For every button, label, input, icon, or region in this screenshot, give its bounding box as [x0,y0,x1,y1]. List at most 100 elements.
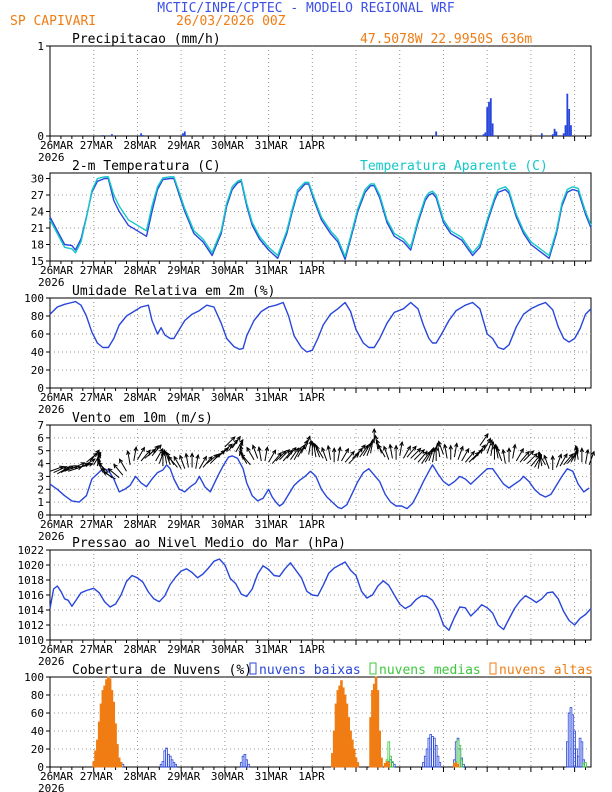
wind-vector [119,458,127,472]
wind-vector-head [435,442,441,448]
x-tick-label: 29MAR [167,770,200,783]
y-tick-label: 1018 [18,574,45,587]
wind-vector-head [166,451,171,457]
wind-vector [71,462,85,470]
wind-vector-head [529,450,535,456]
wind-vector-head [373,434,379,440]
cloud-bar-mid [458,745,462,768]
wind-vector-head [107,467,113,473]
wind-vector [355,444,366,457]
series-line-main [49,455,590,510]
y-tick-label: 1012 [18,619,45,632]
precip-bar [486,107,489,136]
station-coordinates: 47.5078W 22.9950S 636m [360,32,532,47]
wind-vector-head [285,448,291,454]
wind-vector [377,444,386,458]
x-tick-label: 1APR [298,643,325,656]
wind-vector-head [533,452,538,458]
legend-label: nuvens altas [499,663,593,678]
wind-vector-head [100,467,106,473]
wind-vector [164,451,171,466]
wind-vector [479,433,489,446]
wind-vector [271,452,282,464]
y-tick-label: 24 [31,206,45,219]
cloud-bar-high [119,762,123,768]
wind-vector [543,455,550,469]
cloud-bar-low [174,763,177,768]
wind-vector [519,451,530,463]
precip-bar [140,133,142,136]
precip-bar [484,132,487,136]
series-line-main [49,558,592,631]
wind-vector [264,447,268,462]
wind-vector-head [184,452,189,458]
cloud-bar-low [247,763,250,768]
wind-vector [151,444,162,457]
legend-label: nuvens baixas [259,663,361,678]
wind-vector [370,439,374,454]
wind-vector-head [173,455,178,461]
y-tick-label: 20 [31,364,44,377]
wind-vector-head [448,444,453,450]
x-tick-label: 27MAR [80,139,113,152]
wind-vector-head [239,450,244,456]
legend-swatch [489,662,497,675]
x-tick-label: 29MAR [167,643,200,656]
wind-vector-head [459,445,464,451]
wind-vector [79,463,93,468]
wind-vector [275,450,287,462]
wind-vector-head [372,427,377,433]
x-tick-label: 29MAR [167,518,200,531]
wind-vector [240,453,251,466]
wind-vector [252,445,259,459]
wind-vector [421,451,431,464]
wind-vector [133,447,137,462]
wind-vector-head [277,451,282,457]
wind-vector-head [239,444,244,450]
wind-vector [98,454,102,469]
x-tick-label: 28MAR [123,518,156,531]
wind-vector [410,448,421,459]
wind-vector [202,456,213,468]
wind-vector-head [331,447,337,453]
wind-vector-head [519,447,524,453]
wind-vector-head [239,440,244,447]
x-tick-label: 26MAR [40,264,73,277]
wind-vector [173,456,182,469]
cloud-bar-high [387,762,391,768]
legend-mid-clouds: nuvens medias [369,662,481,678]
x-tick-label: 30MAR [211,518,244,531]
x-tick-label: 26MAR [40,770,73,783]
wind-vector [168,456,178,468]
wind-vector [268,449,277,463]
series-line-main [49,177,592,261]
wind-vector-head [399,440,404,447]
wind-vector [526,453,538,464]
wind-vector-head [585,448,590,454]
wind-vector-head [313,442,319,449]
wind-vector [286,447,297,459]
wind-vector-head [167,455,173,461]
x-tick-label: 28MAR [123,391,156,404]
wind-vector-head [525,450,530,456]
precip-bar [568,109,571,136]
x-tick-label: 1APR [298,770,325,783]
wind-vector [424,449,433,463]
wind-vector-head [90,458,96,463]
wind-vector [496,447,503,462]
precip-bar [553,128,556,136]
wind-vector-head [563,452,568,459]
wind-vector [359,445,369,458]
wind-vector [163,449,168,464]
precip-bar [488,101,490,136]
y-tick-label: 1 [37,496,44,509]
x-tick-label: 29MAR [167,264,200,277]
wind-vector-head [93,452,99,458]
wind-vector [49,466,64,472]
chart-precip: 0 1 26MAR 27MAR 28MAR 29MAR 30MAR 31MAR 1APR 2026… [37,32,592,164]
wind-vector [588,451,595,466]
wind-vector [103,471,116,480]
wind-vector-head [393,444,399,450]
precip-bar [564,125,567,136]
